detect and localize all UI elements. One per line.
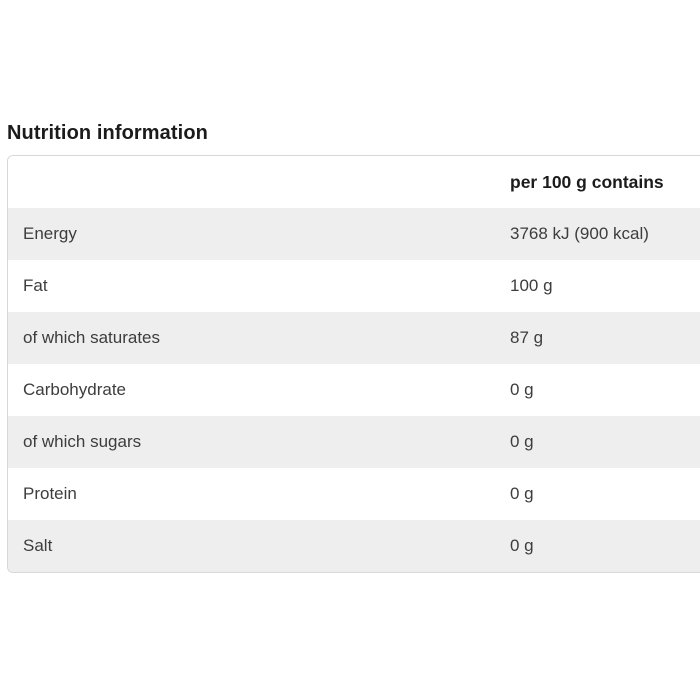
nutrient-label-cell: Carbohydrate <box>23 380 127 399</box>
table-row-sugars: of which sugars 0 g <box>8 416 700 468</box>
table-header-row: per 100 g contains <box>8 156 700 208</box>
nutrient-label-cell: Energy <box>23 224 77 243</box>
table-row-energy: Energy 3768 kJ (900 kcal) <box>8 208 700 260</box>
nutrient-value-cell: 0 g <box>510 432 534 451</box>
nutrient-value-cell: 0 g <box>510 484 534 503</box>
table-row-carbohydrate: Carbohydrate 0 g <box>8 364 700 416</box>
per-100g-header-cell: per 100 g contains <box>510 171 664 192</box>
nutrient-label-cell: Fat <box>23 276 48 295</box>
nutrient-value-cell: 0 g <box>510 536 534 555</box>
nutrient-value-cell: 0 g <box>510 380 534 399</box>
nutrient-value-cell: 3768 kJ (900 kcal) <box>510 224 649 243</box>
table-row-salt: Salt 0 g <box>8 520 700 572</box>
table-row-protein: Protein 0 g <box>8 468 700 520</box>
table-row-saturates: of which saturates 87 g <box>8 312 700 364</box>
nutrition-table: per 100 g contains Energy 3768 kJ (900 k… <box>7 155 700 573</box>
nutrient-label-cell: of which sugars <box>23 432 142 451</box>
table-row-fat: Fat 100 g <box>8 260 700 312</box>
nutrient-value-cell: 87 g <box>510 328 544 347</box>
nutrient-label-cell: of which saturates <box>23 328 161 347</box>
nutrient-value-cell: 100 g <box>510 276 553 295</box>
nutrient-label-cell: Salt <box>23 536 53 555</box>
page-title: Nutrition information <box>7 122 208 144</box>
nutrient-label-cell: Protein <box>23 484 77 503</box>
